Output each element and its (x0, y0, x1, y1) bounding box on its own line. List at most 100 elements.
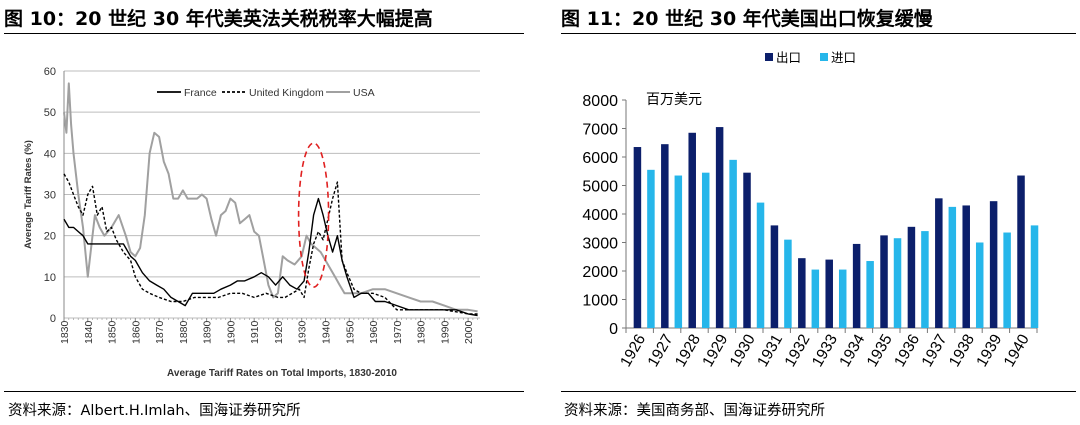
x-tick-label: 1920 (273, 320, 285, 344)
x-tick-label: 1940 (1001, 331, 1033, 370)
y-tick-label: 50 (44, 107, 56, 119)
x-tick-label: 1937 (919, 332, 951, 370)
bar-import (647, 169, 655, 328)
x-tick-label: 1930 (297, 320, 309, 344)
legend-label: 出口 (776, 51, 801, 65)
x-tick-label: 1860 (130, 320, 142, 344)
bar-export (962, 205, 970, 328)
x-tick-label: 1929 (699, 332, 731, 370)
y-tick-label: 0 (609, 321, 618, 338)
x-tick-label: 1840 (83, 320, 95, 344)
legend-swatch (820, 53, 828, 61)
figure-11-source-rule (561, 391, 1076, 392)
y-axis-title: Average Tariff Rates (%) (23, 140, 34, 249)
bar-import (729, 159, 737, 328)
legend-label: 进口 (831, 51, 856, 65)
bar-export (688, 132, 696, 328)
y-tick-label: 30 (44, 190, 56, 202)
x-tick-label: 1970 (392, 320, 404, 344)
bar-import (866, 261, 874, 328)
series-line-france (63, 197, 478, 317)
bar-export (1017, 175, 1025, 328)
figure-10-title: 图 10：20 世纪 30 年代美英法关税税率大幅提高 (4, 8, 433, 30)
bar-import (674, 175, 683, 328)
bar-export (989, 201, 998, 328)
x-tick-label: 1850 (107, 320, 119, 344)
bar-import (784, 239, 792, 328)
legend-swatch (765, 53, 773, 61)
y-tick-label: 6000 (582, 150, 618, 167)
y-tick-label: 40 (44, 148, 56, 160)
figure-11-source: 资料来源：美国商务部、国海证券研究所 (564, 403, 825, 419)
bar-import (921, 231, 929, 328)
x-tick-label: 1870 (154, 320, 166, 344)
x-tick-label: 1933 (809, 332, 841, 370)
unit-annotation: 百万美元 (646, 91, 702, 107)
series-line-united-kingdom (63, 173, 478, 315)
x-tick-label: 1936 (891, 332, 923, 370)
bar-export (661, 144, 669, 328)
bar-export (770, 225, 779, 328)
x-tick-label: 1931 (754, 332, 786, 370)
bar-export (907, 226, 916, 328)
x-tick-label: 1960 (368, 320, 380, 344)
bar-export (798, 258, 806, 328)
figure-11-title: 图 11：20 世纪 30 年代美国出口恢复缓慢 (561, 8, 933, 30)
bar-import (701, 172, 710, 328)
figure-10-title-rule (4, 33, 524, 34)
figure-10-source: 资料来源：Albert.H.Imlah、国海证券研究所 (8, 403, 301, 419)
x-tick-label: 1950 (344, 320, 356, 344)
x-tick-label: 2000 (463, 320, 475, 344)
x-tick-label: 1927 (645, 332, 677, 370)
x-tick-label: 1926 (617, 332, 649, 370)
y-tick-label: 8000 (582, 93, 618, 110)
y-tick-label: 20 (44, 231, 56, 243)
figure-11-title-rule (561, 33, 1076, 34)
y-tick-label: 3000 (582, 236, 618, 253)
x-tick-label: 1980 (416, 320, 428, 344)
highlight-ellipse (297, 142, 330, 288)
y-tick-label: 2000 (582, 264, 618, 281)
bar-export (633, 147, 642, 328)
figure-10-source-rule (4, 391, 524, 392)
x-tick-label: 1938 (946, 332, 978, 370)
x-tick-label: 1932 (782, 332, 814, 370)
x-tick-label: 1940 (320, 320, 332, 344)
export-import-chart: 0100020003000400050006000700080001926192… (582, 51, 1039, 370)
x-tick-label: 1900 (225, 320, 237, 344)
x-tick-label: 1990 (439, 320, 451, 344)
bar-import (838, 269, 847, 328)
bar-export (935, 198, 943, 328)
x-tick-label: 1910 (249, 320, 261, 344)
bar-import (948, 206, 957, 328)
legend-label: France (184, 87, 217, 99)
x-tick-label: 1930 (727, 331, 759, 370)
y-tick-label: 60 (44, 66, 56, 78)
y-tick-label: 7000 (582, 122, 618, 139)
bar-import (756, 202, 765, 328)
bar-import (893, 238, 902, 328)
bar-export (743, 172, 751, 328)
x-tick-label: 1830 (59, 320, 71, 344)
bar-export (880, 235, 888, 328)
y-tick-label: 4000 (582, 207, 618, 224)
x-tick-label: 1928 (672, 332, 704, 370)
x-axis-title: Average Tariff Rates on Total Imports, 1… (167, 368, 397, 379)
x-tick-label: 1934 (836, 331, 868, 370)
x-tick-label: 1880 (178, 320, 190, 344)
tariff-chart-background (18, 46, 503, 384)
x-tick-label: 1939 (973, 332, 1005, 370)
x-tick-label: 1890 (202, 320, 214, 344)
y-tick-label: 5000 (582, 179, 618, 196)
bar-import (811, 269, 820, 328)
legend-label: United Kingdom (249, 87, 324, 99)
y-tick-label: 0 (50, 313, 56, 325)
bar-export (825, 259, 833, 328)
bar-import (1003, 232, 1011, 328)
bar-import (975, 242, 984, 328)
bar-export (852, 243, 861, 328)
legend-label: USA (353, 87, 375, 99)
y-tick-label: 1000 (582, 293, 618, 310)
y-tick-label: 10 (44, 272, 56, 284)
x-tick-label: 1935 (864, 332, 896, 370)
